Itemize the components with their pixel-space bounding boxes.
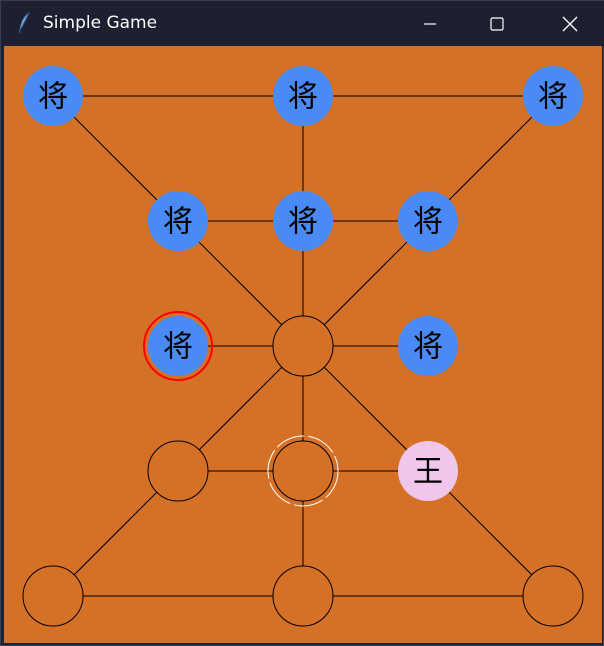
empty-point[interactable] bbox=[272, 315, 334, 377]
general-piece[interactable] bbox=[23, 66, 83, 126]
general-piece[interactable] bbox=[523, 66, 583, 126]
empty-point[interactable] bbox=[272, 565, 334, 627]
general-piece[interactable] bbox=[398, 191, 458, 251]
board-point-p2[interactable]: 将 bbox=[273, 66, 333, 126]
board-point-p10[interactable] bbox=[147, 440, 209, 502]
board-point-p5[interactable]: 将 bbox=[273, 191, 333, 251]
board-point-p14[interactable] bbox=[272, 565, 334, 627]
king-piece[interactable] bbox=[398, 441, 458, 501]
general-label: 将 bbox=[288, 80, 318, 115]
general-piece[interactable] bbox=[398, 316, 458, 376]
window-title: Simple Game bbox=[43, 13, 158, 33]
move-hint-ring bbox=[267, 435, 339, 507]
board-point-p9[interactable]: 将 bbox=[398, 316, 458, 376]
board-point-p6[interactable]: 将 bbox=[398, 191, 458, 251]
general-piece[interactable] bbox=[273, 191, 333, 251]
title-bar[interactable]: Simple Game bbox=[1, 1, 604, 46]
general-label: 将 bbox=[38, 80, 68, 115]
game-board[interactable]: 将将将将将将将将王 bbox=[4, 46, 602, 643]
general-label: 将 bbox=[288, 205, 318, 240]
general-piece[interactable] bbox=[148, 191, 208, 251]
general-label: 将 bbox=[538, 80, 568, 115]
empty-point[interactable] bbox=[147, 440, 209, 502]
board-point-p7[interactable]: 将 bbox=[143, 311, 213, 381]
board-point-p12[interactable]: 王 bbox=[398, 441, 458, 501]
minimize-icon bbox=[424, 22, 436, 25]
board-canvas[interactable]: 将将将将将将将 将王 bbox=[4, 46, 602, 643]
general-label: 将 bbox=[163, 205, 193, 240]
general-label: 将 bbox=[163, 330, 193, 365]
board-point-p3[interactable]: 将 bbox=[523, 66, 583, 126]
maximize-icon bbox=[490, 16, 504, 31]
selected-ring bbox=[143, 311, 213, 381]
feather-icon bbox=[15, 12, 33, 34]
board-point-p4[interactable]: 将 bbox=[148, 191, 208, 251]
close-icon bbox=[562, 16, 578, 31]
general-piece[interactable] bbox=[273, 66, 333, 126]
general-label: 将 bbox=[413, 330, 443, 365]
empty-point[interactable] bbox=[522, 565, 584, 627]
board-points: 将将将将将将将 将王 bbox=[22, 66, 584, 627]
board-point-p1[interactable]: 将 bbox=[23, 66, 83, 126]
maximize-button[interactable] bbox=[464, 1, 530, 46]
empty-point[interactable] bbox=[272, 440, 334, 502]
board-point-p13[interactable] bbox=[22, 565, 84, 627]
board-point-p15[interactable] bbox=[522, 565, 584, 627]
empty-point[interactable] bbox=[22, 565, 84, 627]
board-point-p8[interactable] bbox=[272, 315, 334, 377]
board-point-p11[interactable] bbox=[267, 435, 339, 507]
minimize-button[interactable] bbox=[397, 1, 463, 46]
general-piece[interactable] bbox=[148, 316, 208, 376]
king-label: 王 bbox=[413, 455, 443, 490]
close-button[interactable] bbox=[537, 1, 603, 46]
general-label: 将 bbox=[413, 205, 443, 240]
